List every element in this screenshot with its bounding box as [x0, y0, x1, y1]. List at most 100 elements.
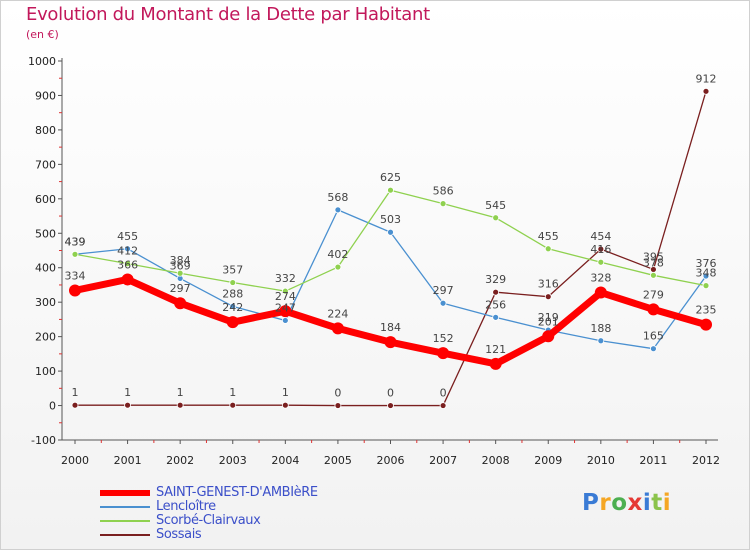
- series-line-2: [74, 189, 707, 292]
- data-label: 439: [65, 235, 86, 248]
- data-label: 395: [643, 250, 664, 263]
- legend-label: Lencloître: [156, 499, 216, 514]
- data-label: 1: [229, 386, 236, 399]
- x-tick-label: 2001: [114, 454, 142, 467]
- data-label: 201: [538, 315, 559, 328]
- x-tick-label: 2010: [587, 454, 615, 467]
- data-label: 545: [485, 199, 506, 212]
- data-point: [700, 318, 712, 331]
- data-label: 165: [643, 330, 664, 343]
- data-point: [71, 401, 79, 409]
- data-point: [226, 316, 239, 329]
- data-label: 378: [643, 256, 664, 269]
- data-label: 455: [538, 230, 559, 243]
- data-label: 316: [538, 278, 559, 291]
- data-label: 384: [170, 254, 191, 267]
- data-point: [331, 322, 344, 335]
- data-point: [176, 401, 184, 409]
- data-point: [489, 357, 502, 370]
- proxiti-logo: Proxiti: [582, 490, 672, 516]
- y-tick-label: 300: [35, 296, 56, 309]
- data-point: [437, 347, 450, 360]
- data-point: [594, 286, 607, 299]
- data-point: [124, 245, 131, 253]
- data-point: [542, 330, 555, 343]
- legend-swatch: [100, 490, 150, 496]
- data-label: 376: [696, 257, 717, 270]
- legend-swatch: [100, 534, 150, 536]
- data-point: [387, 402, 394, 409]
- data-label: 439: [65, 235, 86, 248]
- x-tick-label: 2009: [534, 454, 562, 467]
- legend-item-saint-genest[interactable]: SAINT-GENEST-D'AMBIèRE: [100, 486, 400, 500]
- data-point: [439, 299, 447, 307]
- legend-item-lencloitre[interactable]: Lencloître: [100, 500, 400, 514]
- data-point: [439, 200, 447, 208]
- chart-title: Evolution du Montant de la Dette par Hab…: [26, 4, 430, 25]
- data-point: [650, 345, 657, 353]
- y-tick-label: 100: [35, 365, 56, 378]
- data-point: [174, 297, 187, 310]
- data-label: 357: [222, 264, 243, 277]
- data-label: 279: [643, 288, 664, 301]
- data-point: [124, 260, 131, 267]
- data-point: [229, 302, 237, 310]
- data-point: [597, 337, 605, 345]
- y-tick-label: -100: [31, 434, 56, 447]
- y-tick-label: 700: [35, 158, 56, 171]
- data-point: [279, 305, 292, 318]
- x-tick-label: 2006: [377, 454, 405, 467]
- data-point: [334, 206, 342, 214]
- data-point: [69, 284, 81, 297]
- data-point: [544, 293, 552, 301]
- data-point: [229, 401, 237, 409]
- y-tick-label: 400: [35, 262, 56, 275]
- data-point: [650, 271, 657, 279]
- series-line-3: [74, 90, 707, 407]
- data-label: 1: [72, 386, 79, 399]
- data-label: 625: [380, 171, 401, 184]
- legend-item-sossais[interactable]: Sossais: [100, 528, 400, 542]
- legend-item-scorbe-clairvaux[interactable]: Scorbé-Clairvaux: [100, 514, 400, 528]
- x-tick-label: 2000: [61, 454, 89, 467]
- data-point: [387, 186, 394, 194]
- data-point: [702, 272, 710, 280]
- data-label: 334: [65, 269, 86, 282]
- legend: SAINT-GENEST-D'AMBIèRE Lencloître Scorbé…: [100, 486, 400, 542]
- legend-label: Sossais: [156, 527, 202, 542]
- data-point: [124, 401, 131, 409]
- legend-swatch: [100, 520, 150, 522]
- y-tick-label: 0: [49, 400, 56, 413]
- data-label: 1: [282, 386, 289, 399]
- data-point: [702, 87, 710, 95]
- data-label: 1: [177, 386, 184, 399]
- data-point: [492, 313, 500, 321]
- x-tick-label: 2004: [271, 454, 299, 467]
- data-label: 329: [485, 273, 506, 286]
- data-label: 188: [590, 322, 611, 335]
- data-label: 274: [275, 290, 296, 303]
- data-label: 0: [334, 387, 341, 400]
- x-tick-label: 2011: [639, 454, 667, 467]
- data-label: 503: [380, 213, 401, 226]
- data-point: [702, 282, 710, 290]
- data-label: 332: [275, 272, 296, 285]
- data-label: 235: [696, 304, 717, 317]
- data-label: 297: [170, 282, 191, 295]
- data-label: 1: [124, 386, 131, 399]
- data-label: 568: [327, 191, 348, 204]
- data-point: [334, 402, 342, 409]
- data-label: 0: [387, 387, 394, 400]
- data-label: 256: [485, 298, 506, 311]
- data-label: 912: [696, 72, 717, 85]
- data-point: [334, 263, 342, 271]
- data-label: 0: [440, 387, 447, 400]
- data-point: [281, 401, 289, 409]
- data-label: 224: [327, 307, 348, 320]
- y-tick-label: 600: [35, 193, 56, 206]
- data-point: [647, 303, 660, 316]
- data-point: [229, 279, 237, 286]
- data-point: [176, 269, 184, 277]
- data-label: 416: [590, 243, 611, 256]
